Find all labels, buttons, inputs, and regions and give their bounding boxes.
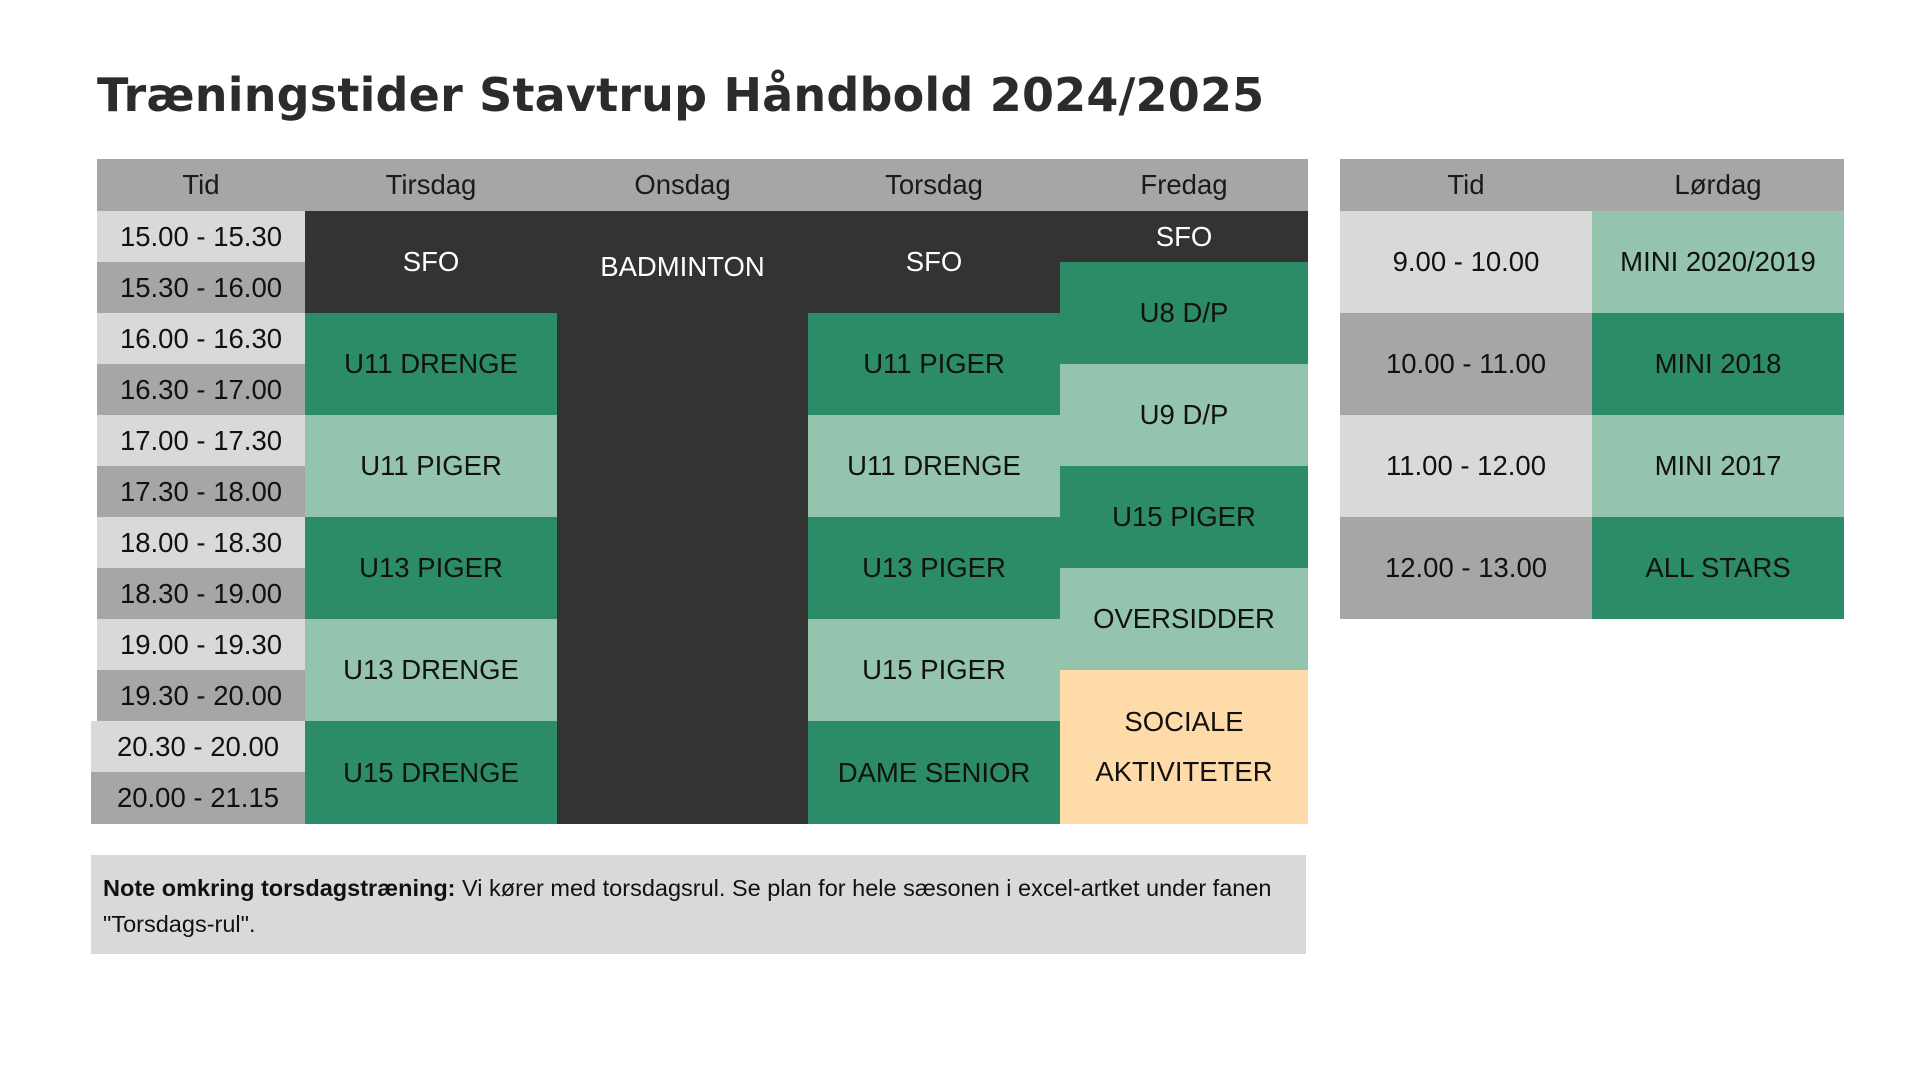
session-cell: U8 D/P	[1060, 262, 1308, 364]
session-cell: U11 PIGER	[305, 415, 557, 517]
session-cell: MINI 2018	[1592, 313, 1844, 415]
time-slot: 20.30 - 20.00	[91, 721, 305, 772]
session-cell: U15 DRENGE	[305, 721, 557, 824]
header-tirsdag: Tirsdag	[305, 159, 557, 211]
header-torsdag: Torsdag	[808, 159, 1060, 211]
time-slot: 9.00 - 10.00	[1340, 211, 1592, 313]
time-slot: 18.00 - 18.30	[97, 517, 305, 568]
session-cell: U11 DRENGE	[305, 313, 557, 415]
time-slot: 19.30 - 20.00	[97, 670, 305, 721]
time-slot: 18.30 - 19.00	[97, 568, 305, 619]
time-slot: 12.00 - 13.00	[1340, 517, 1592, 619]
page-title: Træningstider Stavtrup Håndbold 2024/202…	[97, 68, 1265, 122]
session-cell-social: SOCIALE AKTIVITETER	[1060, 670, 1308, 824]
session-cell: OVERSIDDER	[1060, 568, 1308, 670]
session-cell: U15 PIGER	[808, 619, 1060, 721]
header-lordag: Lørdag	[1592, 159, 1844, 211]
time-slot: 15.30 - 16.00	[97, 262, 305, 313]
session-label-line: SOCIALE	[1124, 706, 1244, 737]
session-cell: SFO	[305, 211, 557, 313]
thursday-note: Note omkring torsdagstræning: Vi kører m…	[91, 855, 1306, 954]
header-fredag: Fredag	[1060, 159, 1308, 211]
time-slot: 16.30 - 17.00	[97, 364, 305, 415]
session-cell: U13 PIGER	[305, 517, 557, 619]
time-slot: 17.00 - 17.30	[97, 415, 305, 466]
session-cell: SFO	[808, 211, 1060, 313]
time-slot: 11.00 - 12.00	[1340, 415, 1592, 517]
note-heading: Note omkring torsdagstræning:	[103, 875, 456, 901]
header-onsdag: Onsdag	[557, 159, 808, 211]
session-cell: U13 PIGER	[808, 517, 1060, 619]
time-slot: 16.00 - 16.30	[97, 313, 305, 364]
session-cell: U11 DRENGE	[808, 415, 1060, 517]
time-slot: 20.00 - 21.15	[91, 772, 305, 824]
session-cell: U15 PIGER	[1060, 466, 1308, 568]
session-cell: ALL STARS	[1592, 517, 1844, 619]
time-slot: 19.00 - 19.30	[97, 619, 305, 670]
note-text: Vi kører med torsdagsrul. Se plan for he…	[103, 875, 1272, 937]
session-cell: MINI 2020/2019	[1592, 211, 1844, 313]
header-tid: Tid	[1340, 159, 1592, 211]
time-slot: 15.00 - 15.30	[97, 211, 305, 262]
session-cell: SFO	[1060, 211, 1308, 262]
session-cell-badminton: BADMINTON	[557, 211, 808, 824]
session-cell: MINI 2017	[1592, 415, 1844, 517]
session-cell: DAME SENIOR	[808, 721, 1060, 824]
time-slot: 10.00 - 11.00	[1340, 313, 1592, 415]
session-label: BADMINTON	[600, 251, 765, 282]
header-tid: Tid	[97, 159, 305, 211]
session-cell: U11 PIGER	[808, 313, 1060, 415]
session-cell: U13 DRENGE	[305, 619, 557, 721]
session-label-line: AKTIVITETER	[1095, 756, 1273, 787]
session-cell: U9 D/P	[1060, 364, 1308, 466]
time-slot: 17.30 - 18.00	[97, 466, 305, 517]
